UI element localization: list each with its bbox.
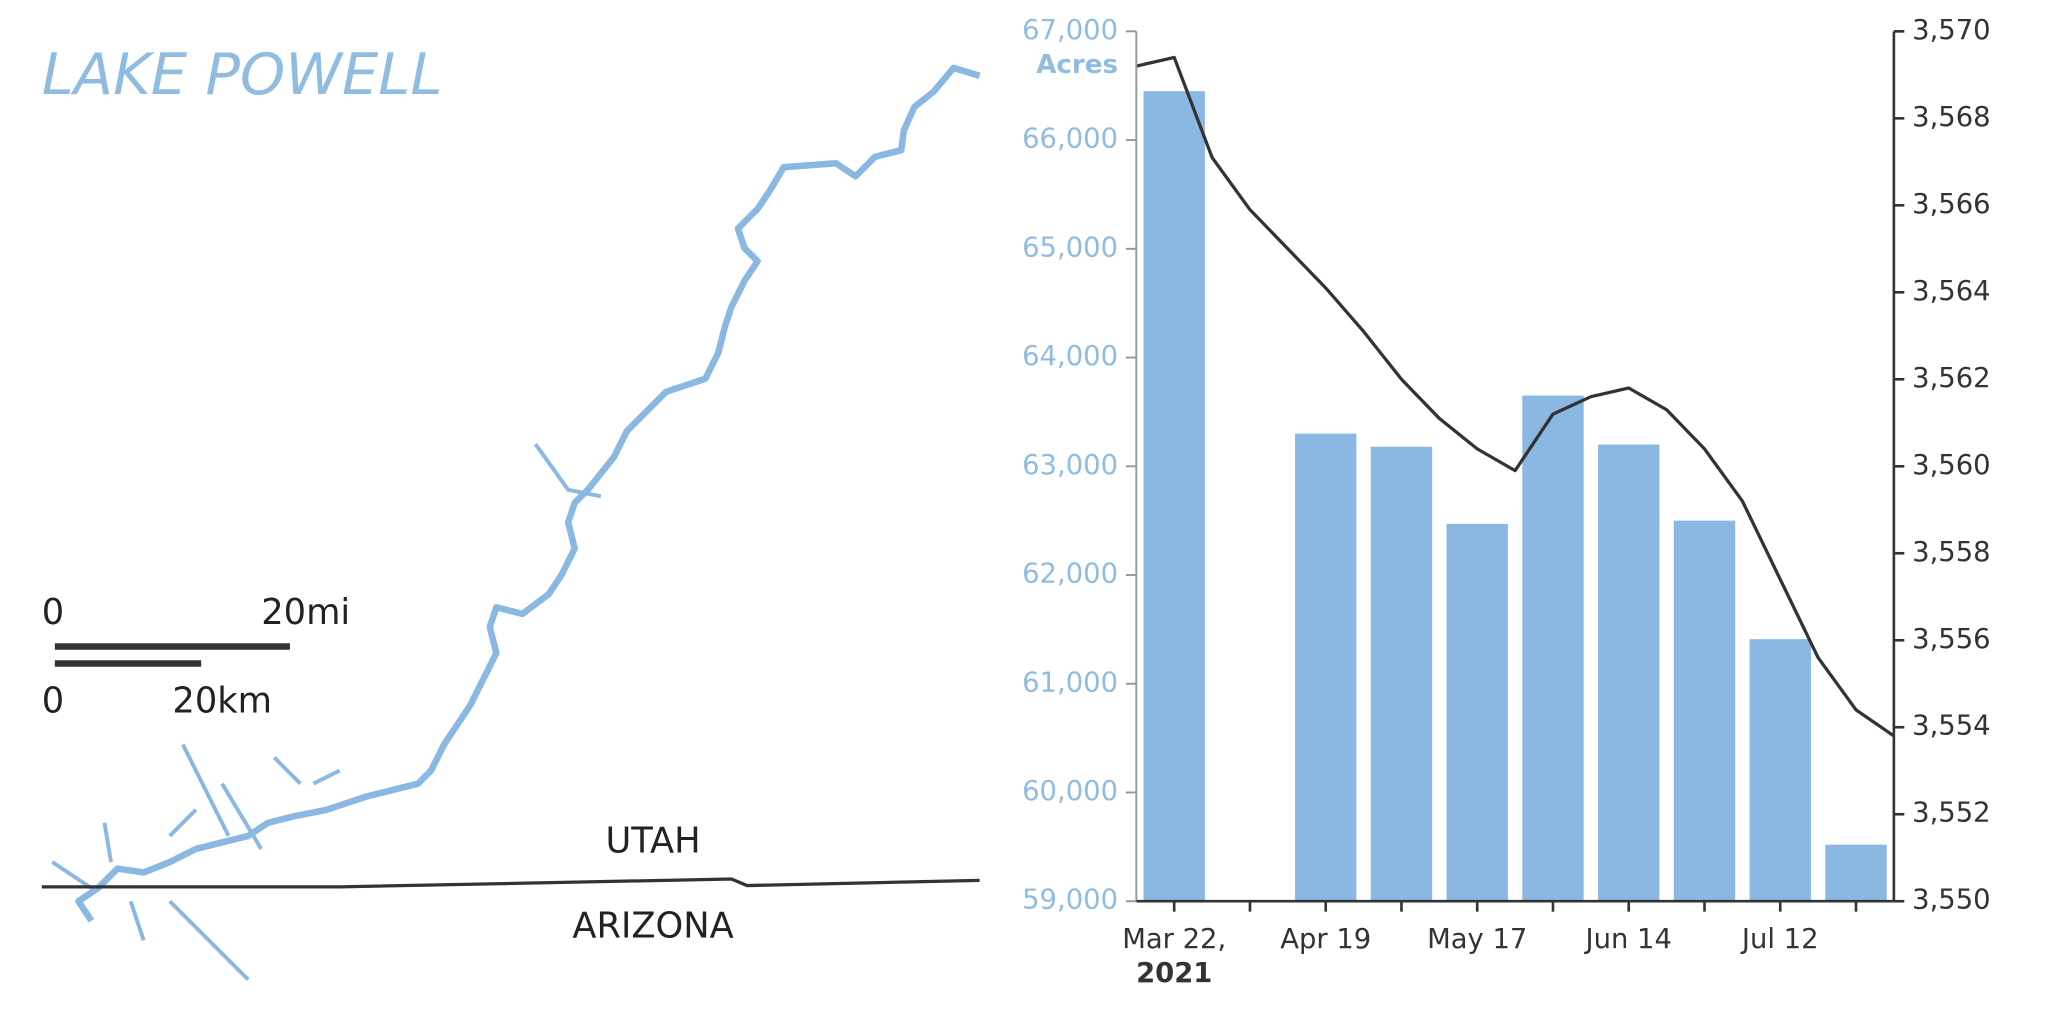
- scale-label: 0: [42, 681, 64, 722]
- y-tick-label: 63,000: [1022, 450, 1118, 481]
- scale-label: 20km: [172, 681, 272, 722]
- state-label: UTAH: [605, 820, 700, 861]
- lake: [75, 64, 981, 923]
- y-axis-label: Acres: [1036, 50, 1118, 80]
- y-tick-label: 64,000: [1022, 341, 1118, 372]
- x-tick-label: May 17: [1427, 924, 1527, 955]
- y2-tick-label: 3,560: [1912, 450, 1990, 481]
- x-tick-label: Jul 12: [1740, 924, 1819, 955]
- bar: [1749, 639, 1811, 902]
- y2-tick-label: 3,552: [1912, 798, 1990, 829]
- map: LAKE POWELL 0 20mi 0 20km UTAH ARIZONA: [41, 41, 981, 981]
- year-label: 2021: [1136, 958, 1212, 989]
- y-tick-label: 60,000: [1022, 776, 1118, 807]
- y2-tick-label: 3,550: [1912, 885, 1990, 916]
- bar: [1522, 395, 1584, 902]
- state-border: [41, 877, 980, 889]
- y2-tick-label: 3,568: [1912, 102, 1990, 133]
- y-tick-label: 62,000: [1022, 559, 1118, 590]
- bar: [1295, 433, 1357, 902]
- y2-tick-label: 3,556: [1912, 624, 1990, 655]
- x-tick-label: Jun 14: [1584, 924, 1672, 955]
- y2-tick-label: 3,562: [1912, 363, 1990, 394]
- x-tick-label: Apr 19: [1280, 924, 1371, 955]
- bar: [1370, 446, 1433, 902]
- y2-tick-label: 3,566: [1912, 189, 1990, 220]
- scale-label: 20mi: [261, 592, 350, 633]
- bar: [1673, 520, 1736, 902]
- scale-label: 0: [42, 592, 64, 633]
- lake-arms: [51, 442, 602, 981]
- bar: [1446, 523, 1508, 902]
- y2-tick-label: 3,564: [1912, 276, 1990, 307]
- y2-tick-label: 3,558: [1912, 537, 1990, 568]
- bar: [1143, 91, 1205, 902]
- y-tick-label: 66,000: [1022, 124, 1118, 155]
- bar: [1598, 444, 1660, 902]
- y2-tick-label: 3,554: [1912, 711, 1990, 742]
- y2-tick-label: 3,570: [1912, 15, 1990, 46]
- bar: [1825, 844, 1887, 902]
- y-tick-label: 61,000: [1022, 667, 1118, 698]
- y-tick-label: 65,000: [1022, 232, 1118, 263]
- y-tick-label: 59,000: [1022, 885, 1118, 916]
- x-tick-label: Mar 22,: [1122, 924, 1226, 955]
- map-title: LAKE POWELL: [42, 41, 443, 108]
- state-label: ARIZONA: [572, 905, 733, 946]
- line: [1135, 55, 1895, 738]
- y-tick-label: 67,000: [1022, 15, 1118, 46]
